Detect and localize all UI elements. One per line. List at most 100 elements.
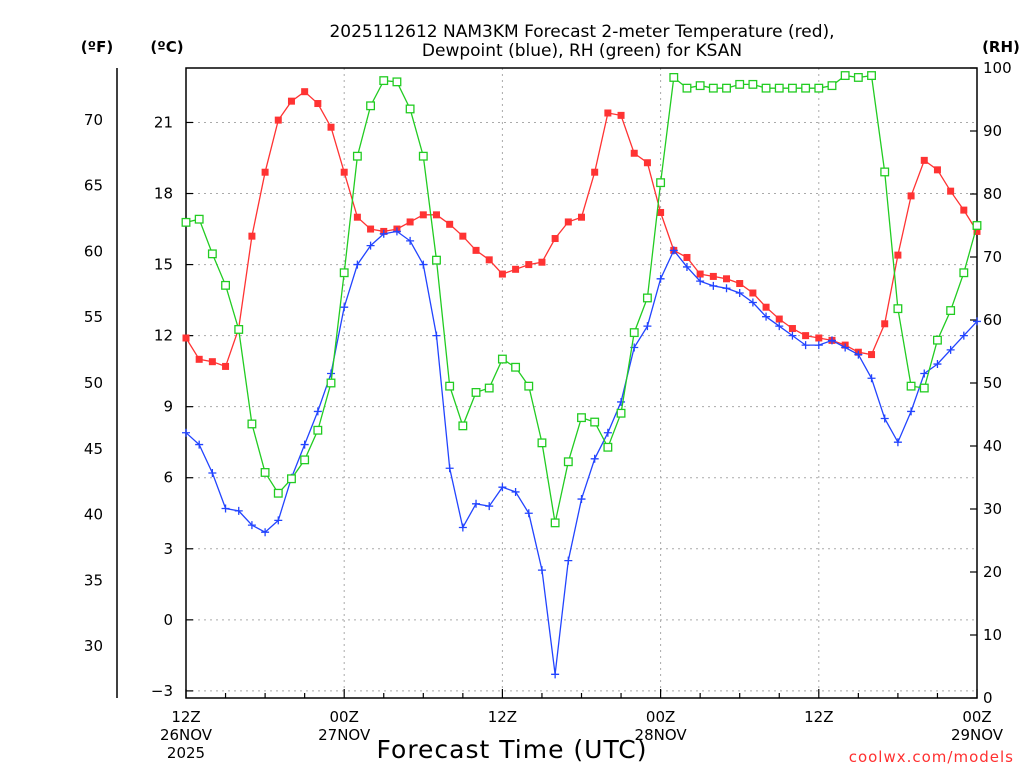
dewpoint-point: [775, 322, 784, 331]
rh-tick-label: 10: [983, 626, 1002, 644]
dewpoint-point: [854, 350, 863, 359]
temperature-point: [881, 320, 889, 328]
rh-axis: 0 10 20 30 40 50 60 70 80 90 100: [970, 59, 1012, 707]
temperature-point: [617, 111, 625, 119]
dewpoint-point: [893, 438, 902, 447]
rh-point: [801, 83, 811, 93]
dewpoint-point: [973, 317, 981, 326]
rh-point: [656, 178, 666, 188]
rh-tick-label: 100: [983, 59, 1012, 77]
dewpoint-point: [221, 504, 230, 513]
chart-title-line-1: 2025112612 NAM3KM Forecast 2-meter Tempe…: [329, 22, 834, 42]
celsius-tick-label: 12: [154, 327, 173, 345]
rh-point: [629, 328, 639, 338]
temperature-point: [498, 270, 506, 278]
dewpoint-line: [185, 230, 978, 675]
temperature-point: [538, 258, 546, 266]
rh-point: [933, 335, 942, 345]
fahrenheit-tick-label: 35: [84, 571, 103, 589]
dewpoint-point: [511, 487, 520, 496]
dewpoint-point: [603, 428, 612, 437]
rh-point: [484, 383, 494, 393]
rh-point: [471, 387, 481, 397]
temperature-point: [920, 156, 928, 164]
rh-series: [181, 71, 982, 528]
rh-point: [682, 83, 692, 93]
rh-point: [260, 468, 270, 477]
rh-tick-label: 90: [983, 122, 1002, 140]
plot-frame: [185, 67, 978, 699]
rh-point: [827, 81, 837, 91]
temperature-point: [696, 270, 704, 278]
rh-point: [577, 413, 586, 423]
fahrenheit-axis-unit: (ºF): [81, 38, 113, 56]
temperature-point: [762, 303, 770, 311]
temperature-point: [723, 275, 731, 283]
rh-point: [669, 73, 679, 82]
dewpoint-point: [247, 521, 256, 530]
dewpoint-point: [946, 345, 955, 354]
fahrenheit-axis: 30 35 40 45 50 55 60 65 70: [84, 111, 103, 655]
rh-point: [524, 381, 534, 391]
dewpoint-point: [735, 289, 744, 297]
dewpoint-point: [458, 523, 467, 532]
x-axis-title: Forecast Time (UTC): [377, 735, 648, 764]
dewpoint-point: [880, 414, 889, 423]
temperature-point: [802, 332, 810, 340]
rh-point: [287, 474, 296, 484]
temperature-point: [367, 225, 375, 233]
dewpoint-point: [748, 298, 757, 307]
rh-point: [972, 221, 982, 230]
temperature-point: [340, 168, 348, 176]
temperature-point: [472, 246, 480, 254]
temperature-point: [973, 227, 981, 235]
rh-point: [537, 438, 547, 448]
dewpoint-point: [313, 407, 322, 416]
temperature-point: [301, 88, 309, 96]
temperature-point: [287, 97, 295, 105]
temperature-point: [459, 232, 467, 240]
rh-point: [445, 381, 455, 391]
time-tick-label: 00Z: [330, 708, 359, 726]
dewpoint-point: [195, 440, 204, 449]
rh-point: [247, 419, 257, 429]
dewpoint-point: [432, 331, 441, 340]
dewpoint-point: [472, 499, 481, 508]
temperature-point: [525, 261, 533, 269]
rh-point: [405, 104, 415, 114]
rh-point: [497, 354, 507, 364]
dewpoint-point: [682, 262, 691, 271]
dewpoint-point: [959, 331, 968, 340]
rh-point: [748, 79, 758, 89]
dewpoint-point: [327, 369, 336, 378]
temperature-point: [933, 166, 941, 174]
temperature-point: [512, 265, 520, 273]
celsius-axis-unit: (ºC): [150, 38, 183, 56]
time-tick-label: 00Z: [646, 708, 675, 726]
dewpoint-point: [261, 528, 270, 537]
celsius-tick-label: −3: [151, 682, 173, 700]
temperature-point: [578, 213, 585, 221]
dewpoint-point: [182, 428, 190, 437]
fahrenheit-tick-label: 60: [84, 242, 103, 260]
rh-point: [563, 457, 573, 467]
dewpoint-point: [788, 331, 797, 340]
fahrenheit-tick-label: 65: [84, 177, 103, 195]
temperature-point: [327, 123, 335, 131]
rh-point: [959, 268, 969, 278]
temperature-point: [604, 109, 612, 117]
fahrenheit-tick-label: 30: [84, 637, 103, 655]
grid-lines: [186, 68, 977, 698]
temperature-point: [643, 159, 651, 167]
rh-point: [695, 81, 705, 91]
dewpoint-point: [827, 336, 836, 345]
dewpoint-point: [353, 260, 362, 269]
celsius-tick-label: 3: [163, 540, 173, 558]
rh-point: [194, 214, 204, 224]
rh-point: [893, 304, 903, 314]
rh-point: [787, 83, 797, 93]
dewpoint-point: [801, 341, 810, 350]
temperature-point: [432, 211, 440, 219]
temperature-point: [485, 256, 493, 264]
dewpoint-point: [709, 281, 718, 290]
